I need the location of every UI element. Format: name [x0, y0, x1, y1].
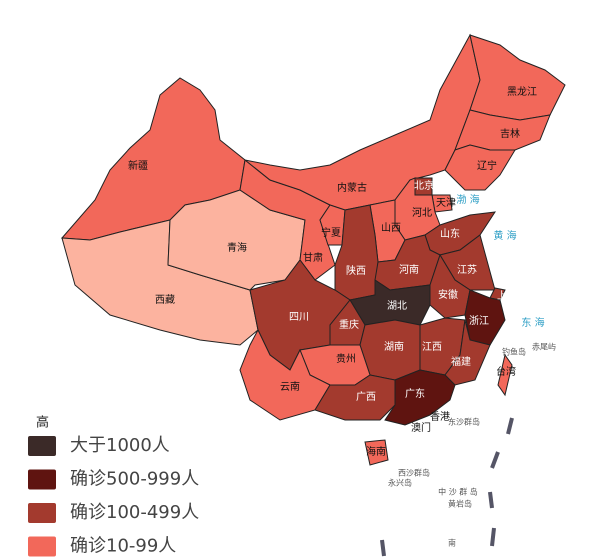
province-label: 青海 [227, 241, 247, 254]
legend-swatch [28, 536, 56, 557]
province-label: 四川 [289, 312, 309, 323]
province [444, 144, 516, 191]
island-label: 中 沙 群 岛 [438, 487, 478, 497]
province-label: 江西 [422, 341, 442, 353]
province-label: 安徽 [438, 288, 458, 301]
provinces [60, 33, 566, 466]
island-label: 东沙群岛 [448, 417, 480, 427]
province-label: 河北 [412, 207, 432, 219]
legend-label: 大于1000人 [70, 435, 170, 456]
province-label: 天津 [436, 197, 456, 209]
province-label: 广西 [356, 391, 376, 403]
legend-swatch [28, 503, 56, 523]
province-label: 黑龙江 [507, 85, 537, 98]
province-label: 宁夏 [321, 226, 341, 239]
island-label: 钓鱼岛 [502, 347, 526, 357]
province [444, 319, 491, 386]
province-label: 山东 [440, 227, 460, 240]
province-label: 湖北 [387, 300, 407, 312]
island-label: 赤尾屿 [532, 343, 556, 352]
place-label: 香港 [430, 411, 450, 423]
place-label: 澳门 [411, 421, 431, 434]
province-label: 西藏 [155, 294, 175, 306]
province-label: 内蒙古 [337, 181, 367, 194]
sea-label: 渤 海 [456, 193, 479, 206]
province-label: 山西 [381, 222, 401, 234]
province-label: 陕西 [346, 264, 366, 277]
sea-label: 东 海 [521, 316, 544, 329]
nine-dash-line [380, 417, 514, 557]
island-label: 黄岩岛 [448, 499, 472, 509]
sea-label: 黄 海 [493, 229, 516, 242]
province [384, 369, 456, 426]
legend-swatch [28, 469, 56, 490]
province-label: 湖南 [384, 340, 404, 353]
legend-label: 确诊500-999人 [70, 469, 199, 490]
legend-title: 高 [36, 415, 49, 431]
province [364, 439, 389, 466]
legend-label: 确诊10-99人 [70, 536, 176, 557]
province-label: 新疆 [128, 159, 148, 172]
province-label: 甘肃 [303, 251, 323, 264]
island-label: 永兴岛 [388, 478, 412, 488]
island-label: 西沙群岛 [398, 468, 430, 478]
province-label: 重庆 [339, 318, 359, 331]
province-label: 福建 [451, 355, 471, 368]
province-label: 台湾 [496, 365, 516, 378]
province-label: 贵州 [336, 352, 356, 365]
province-label: 浙江 [469, 315, 489, 327]
island-label: 南 [448, 538, 456, 548]
province-label: 上海 [497, 289, 517, 302]
province [469, 34, 566, 121]
province-label: 河南 [399, 263, 419, 276]
province-label: 吉林 [500, 127, 520, 140]
province-label: 海南 [366, 445, 386, 458]
province-label: 云南 [280, 380, 300, 393]
legend-label: 确诊100-499人 [70, 502, 199, 523]
province-label: 辽宁 [477, 159, 497, 172]
province-label: 北京 [414, 179, 434, 192]
province-label: 广东 [405, 387, 425, 400]
province [497, 353, 513, 397]
legend-swatch [28, 436, 56, 456]
province-label: 江苏 [457, 263, 477, 276]
